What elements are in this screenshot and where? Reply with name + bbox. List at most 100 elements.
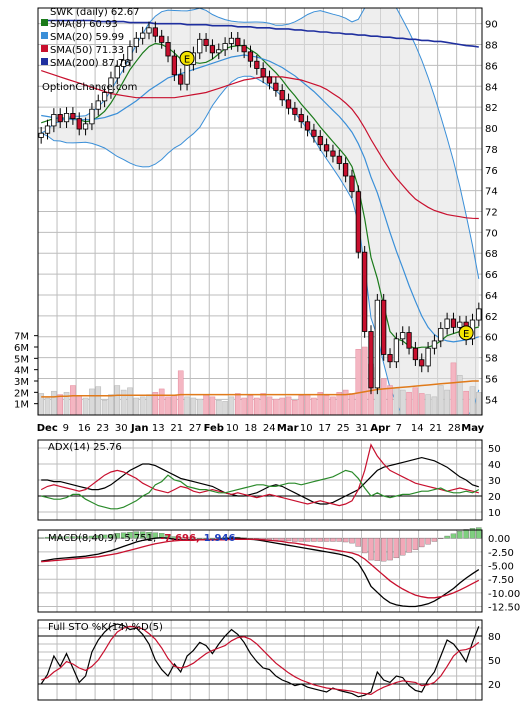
volume-tick-label: 1M [14,400,29,411]
macd-histogram-bar [101,534,108,539]
x-tick-label: May [461,423,484,434]
x-tick-label: Mar [277,423,299,434]
candle-body [349,175,355,193]
x-tick-label: 21 [429,423,442,434]
stochastic-panel: 20 50 80 Full STO %K(14) %D(5) [37,620,501,700]
macd-histogram-bar [419,538,425,548]
volume-bar [279,397,285,416]
candle-body [336,155,342,164]
stochastic-panel-frame [37,619,483,701]
candle-body [285,99,292,109]
x-tick-label: 31 [355,423,368,434]
volume-bar [70,385,76,416]
volume-bar [260,393,266,416]
macd-histogram-bar [114,533,120,539]
y-tick-label: 30 [488,476,501,487]
macd-histogram-bar [336,538,342,542]
volume-bar [114,385,121,416]
macd-histogram-bar [120,532,127,539]
macd-histogram-bar [368,538,374,561]
macd-histogram-bar [127,532,133,539]
macd-histogram-bar [171,536,178,539]
candle-body [368,331,374,389]
stochastic-title: Full STO %K(14) %D(5) [48,622,163,633]
candle-body [273,82,279,91]
adx-title: ADX(14) 25.76 [48,442,122,453]
y-tick-label: 50 [488,656,501,667]
candle-body [76,118,82,130]
moving-average-line [41,70,479,220]
legend-swatch [41,19,48,26]
macd-histogram-bar [133,531,140,539]
candle-body [393,338,399,363]
volume-bar [399,389,406,416]
adx-panel-frame [37,439,483,521]
macd-histogram-bar [89,535,95,539]
macd-histogram-bar [139,531,146,539]
price-panel: 54 56 58 60 62 64 66 68 70 72 74 76 78 80 82 84 86 88 90 7M… [14,7,498,416]
candle-body [235,37,241,46]
x-tick-label: 28 [448,423,461,434]
volume-tick-label: 7M [14,332,29,343]
y-tick-label: 82 [485,103,498,114]
volume-bar [361,346,368,416]
legend-swatch [41,45,48,52]
candle-body [317,135,323,146]
y-tick-label: 20 [488,680,501,691]
volume-bar [215,400,222,416]
y-tick-label: -12.50 [488,603,520,614]
y-tick-label: 64 [485,291,498,302]
y-tick-label: -2.50 [488,548,514,559]
candle-body [355,191,361,253]
volume-bar [437,385,444,416]
volume-bar [323,395,330,416]
volume-bar [317,392,324,416]
volume-bar [254,397,260,416]
earnings-marker-label: E [463,329,469,340]
volume-bar [158,388,165,416]
macd-histogram-bar [70,536,76,539]
macd-histogram-bar [387,538,393,561]
y-tick-label: 74 [485,187,498,198]
y-tick-label: -5.00 [488,562,514,573]
macd-histogram-bar [342,538,349,543]
macd-histogram-bar [209,538,216,539]
macd-histogram-bar [431,538,438,542]
macd-histogram-bar [184,537,190,539]
y-tick-label: 72 [485,208,498,219]
price-panel-frame [37,7,483,416]
macd-title-part: MACD(8,40,9) -5.751, [48,533,156,544]
macd-histogram-bar [438,538,444,539]
volume-bar [127,387,133,416]
earnings-marker-label: E [184,54,190,65]
volume-bar [108,394,114,416]
candlesticks [38,21,482,395]
candle-body [57,114,63,123]
x-tick-label: Feb [204,423,224,434]
macd-histogram-bar [476,527,482,539]
candle-body [101,92,108,102]
volume-average-line [41,380,479,398]
candle-body [292,107,298,115]
candle-body [228,37,235,44]
macd-histogram-bar [469,528,476,539]
y-tick-label: 56 [485,374,498,385]
volume-bar [44,397,51,416]
legend-entry: SMA(200) 87.76 [50,58,131,69]
volume-bar [311,397,317,416]
volume-bar [292,400,298,416]
candle-body [343,163,349,177]
macd-histogram-bar [279,538,285,542]
volume-bar [203,394,209,416]
candle-body [152,27,158,37]
candle-body [381,299,387,355]
y-tick-label: 62 [485,312,498,323]
y-tick-label: 84 [485,82,498,93]
candle-body [400,332,406,340]
volume-bar [184,396,190,416]
volume-bar [380,378,387,416]
volume-bar [444,389,450,416]
candle-body [279,90,285,101]
